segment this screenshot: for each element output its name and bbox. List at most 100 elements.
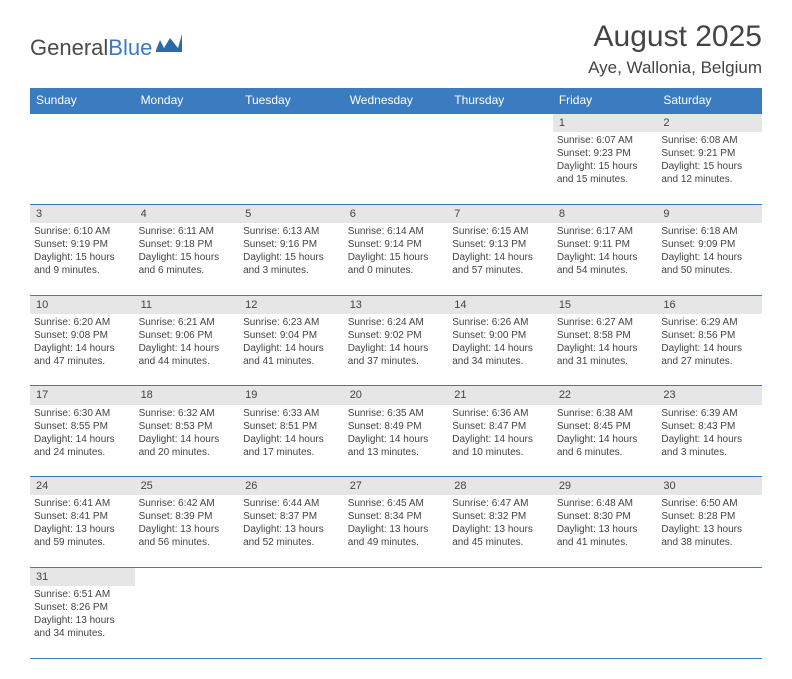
day-cell: Sunrise: 6:35 AMSunset: 8:49 PMDaylight:… — [344, 405, 449, 477]
sunset-text: Sunset: 9:02 PM — [348, 329, 445, 342]
sunset-text: Sunset: 8:51 PM — [243, 420, 340, 433]
day-number-cell: 13 — [344, 295, 449, 314]
day-number-cell — [448, 113, 553, 132]
day-number-cell: 21 — [448, 386, 553, 405]
daylight-text-2: and 17 minutes. — [243, 446, 340, 459]
day-number-cell: 22 — [553, 386, 658, 405]
sunrise-text: Sunrise: 6:15 AM — [452, 225, 549, 238]
daylight-text-2: and 59 minutes. — [34, 536, 131, 549]
daylight-text-2: and 24 minutes. — [34, 446, 131, 459]
daylight-text-2: and 13 minutes. — [348, 446, 445, 459]
day-cell: Sunrise: 6:39 AMSunset: 8:43 PMDaylight:… — [657, 405, 762, 477]
daylight-text-1: Daylight: 14 hours — [243, 433, 340, 446]
header-row: GeneralBlue August 2025 Aye, Wallonia, B… — [30, 20, 762, 78]
day-number-cell: 27 — [344, 477, 449, 496]
day-number-cell: 19 — [239, 386, 344, 405]
daylight-text-1: Daylight: 14 hours — [139, 342, 236, 355]
sunset-text: Sunset: 8:37 PM — [243, 510, 340, 523]
sunset-text: Sunset: 9:19 PM — [34, 238, 131, 251]
daylight-text-2: and 50 minutes. — [661, 264, 758, 277]
day-cell: Sunrise: 6:08 AMSunset: 9:21 PMDaylight:… — [657, 132, 762, 204]
day-cell — [344, 132, 449, 204]
daylight-text-2: and 49 minutes. — [348, 536, 445, 549]
sunrise-text: Sunrise: 6:47 AM — [452, 497, 549, 510]
daylight-text-2: and 3 minutes. — [243, 264, 340, 277]
sunset-text: Sunset: 9:16 PM — [243, 238, 340, 251]
day-cell: Sunrise: 6:45 AMSunset: 8:34 PMDaylight:… — [344, 495, 449, 567]
sunrise-text: Sunrise: 6:32 AM — [139, 407, 236, 420]
sunset-text: Sunset: 8:49 PM — [348, 420, 445, 433]
sunset-text: Sunset: 9:06 PM — [139, 329, 236, 342]
sunrise-text: Sunrise: 6:48 AM — [557, 497, 654, 510]
sunset-text: Sunset: 9:08 PM — [34, 329, 131, 342]
weekday-header-row: SundayMondayTuesdayWednesdayThursdayFrid… — [30, 88, 762, 113]
day-cell: Sunrise: 6:32 AMSunset: 8:53 PMDaylight:… — [135, 405, 240, 477]
sunset-text: Sunset: 9:09 PM — [661, 238, 758, 251]
daylight-text-1: Daylight: 15 hours — [243, 251, 340, 264]
day-content-row: Sunrise: 6:20 AMSunset: 9:08 PMDaylight:… — [30, 314, 762, 386]
daylight-text-1: Daylight: 14 hours — [557, 342, 654, 355]
sunrise-text: Sunrise: 6:23 AM — [243, 316, 340, 329]
day-number-cell: 9 — [657, 204, 762, 223]
sunrise-text: Sunrise: 6:41 AM — [34, 497, 131, 510]
sunset-text: Sunset: 9:11 PM — [557, 238, 654, 251]
daylight-text-1: Daylight: 14 hours — [34, 433, 131, 446]
sunrise-text: Sunrise: 6:17 AM — [557, 225, 654, 238]
daylight-text-1: Daylight: 14 hours — [139, 433, 236, 446]
daylight-text-1: Daylight: 14 hours — [34, 342, 131, 355]
daylight-text-1: Daylight: 14 hours — [661, 433, 758, 446]
sunset-text: Sunset: 8:28 PM — [661, 510, 758, 523]
day-cell: Sunrise: 6:33 AMSunset: 8:51 PMDaylight:… — [239, 405, 344, 477]
daylight-text-2: and 0 minutes. — [348, 264, 445, 277]
daylight-text-2: and 10 minutes. — [452, 446, 549, 459]
daylight-text-2: and 41 minutes. — [557, 536, 654, 549]
sunset-text: Sunset: 8:53 PM — [139, 420, 236, 433]
daylight-text-1: Daylight: 13 hours — [34, 523, 131, 536]
weekday-header: Tuesday — [239, 88, 344, 113]
sunset-text: Sunset: 8:56 PM — [661, 329, 758, 342]
sunset-text: Sunset: 9:23 PM — [557, 147, 654, 160]
daylight-text-1: Daylight: 13 hours — [661, 523, 758, 536]
logo-flag-icon — [156, 32, 182, 58]
sunrise-text: Sunrise: 6:14 AM — [348, 225, 445, 238]
sunrise-text: Sunrise: 6:27 AM — [557, 316, 654, 329]
day-cell — [657, 586, 762, 658]
day-cell: Sunrise: 6:15 AMSunset: 9:13 PMDaylight:… — [448, 223, 553, 295]
day-cell: Sunrise: 6:50 AMSunset: 8:28 PMDaylight:… — [657, 495, 762, 567]
sunrise-text: Sunrise: 6:44 AM — [243, 497, 340, 510]
day-number-cell: 30 — [657, 477, 762, 496]
day-cell — [448, 586, 553, 658]
sunset-text: Sunset: 8:47 PM — [452, 420, 549, 433]
day-number-cell: 11 — [135, 295, 240, 314]
day-number-cell — [135, 567, 240, 586]
daylight-text-1: Daylight: 15 hours — [34, 251, 131, 264]
sunset-text: Sunset: 8:32 PM — [452, 510, 549, 523]
day-number-cell: 7 — [448, 204, 553, 223]
daylight-text-1: Daylight: 14 hours — [243, 342, 340, 355]
weekday-header: Friday — [553, 88, 658, 113]
daylight-text-1: Daylight: 15 hours — [661, 160, 758, 173]
logo-text-2: Blue — [108, 35, 152, 61]
location-text: Aye, Wallonia, Belgium — [588, 58, 762, 78]
day-cell — [30, 132, 135, 204]
day-number-cell: 31 — [30, 567, 135, 586]
daylight-text-2: and 15 minutes. — [557, 173, 654, 186]
sunset-text: Sunset: 8:26 PM — [34, 601, 131, 614]
day-number-cell — [657, 567, 762, 586]
sunset-text: Sunset: 9:14 PM — [348, 238, 445, 251]
daylight-text-1: Daylight: 14 hours — [452, 433, 549, 446]
daylight-text-2: and 20 minutes. — [139, 446, 236, 459]
day-number-cell — [239, 567, 344, 586]
day-cell: Sunrise: 6:26 AMSunset: 9:00 PMDaylight:… — [448, 314, 553, 386]
day-number-cell: 29 — [553, 477, 658, 496]
daylight-text-2: and 57 minutes. — [452, 264, 549, 277]
day-number-cell — [30, 113, 135, 132]
day-cell: Sunrise: 6:13 AMSunset: 9:16 PMDaylight:… — [239, 223, 344, 295]
day-number-row: 17181920212223 — [30, 386, 762, 405]
day-number-cell — [135, 113, 240, 132]
daylight-text-1: Daylight: 13 hours — [139, 523, 236, 536]
day-number-cell: 20 — [344, 386, 449, 405]
daylight-text-2: and 6 minutes. — [557, 446, 654, 459]
sunrise-text: Sunrise: 6:45 AM — [348, 497, 445, 510]
month-title: August 2025 — [588, 20, 762, 54]
